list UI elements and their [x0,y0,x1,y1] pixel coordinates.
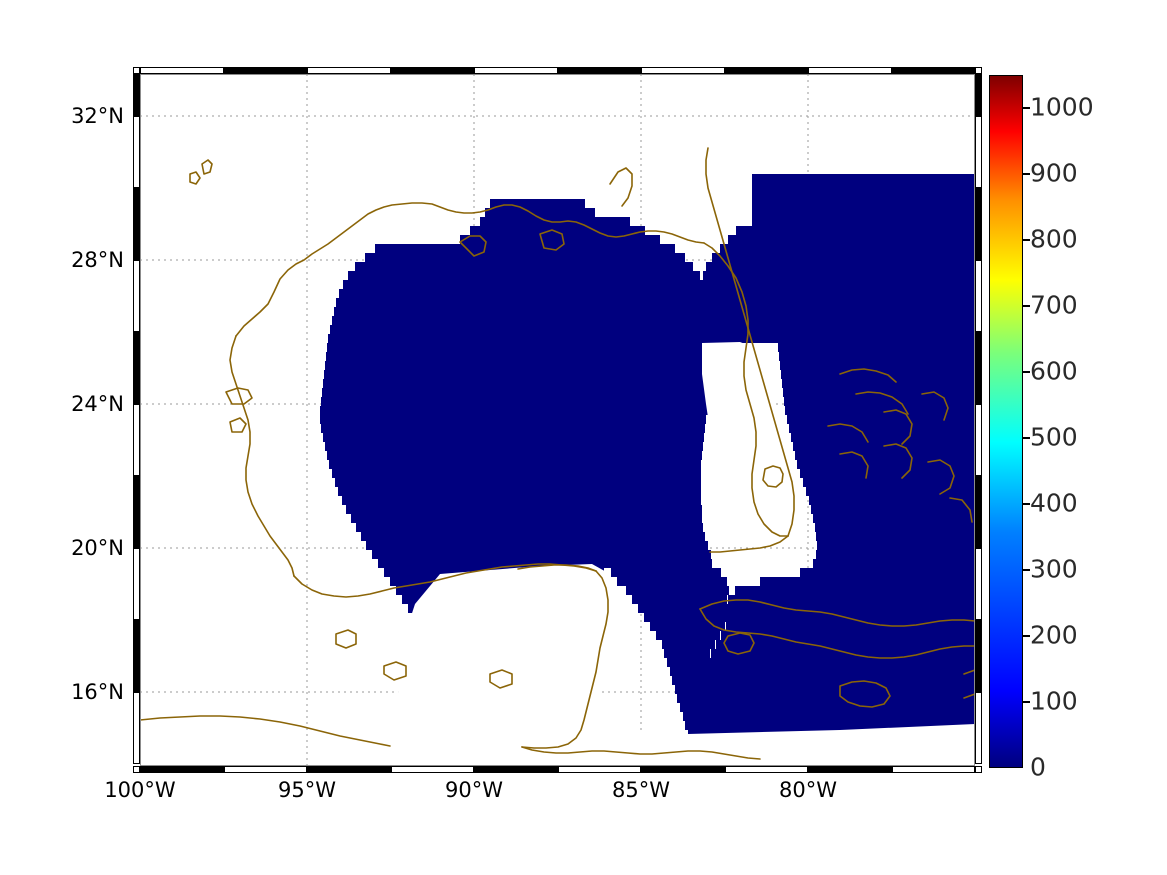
colorbar-tick-600 [1023,371,1030,373]
data-field-ocean [320,174,975,766]
colorbar-label-700: 700 [1030,290,1078,320]
colorbar-tick-900 [1023,173,1030,175]
ytick-label-24n: 24°N [71,392,124,416]
colorbar[interactable] [989,75,1030,768]
colorbar-gradient [989,75,1023,768]
xtick-label-95w: 95°W [278,778,336,802]
map-axes[interactable] [133,67,982,773]
colorbar-label-800: 800 [1030,224,1078,254]
xtick-label-85w: 85°W [612,778,670,802]
colorbar-tick-500 [1023,437,1030,439]
coastlines [140,147,975,760]
xtick-label-80w: 80°W [779,778,837,802]
map-graphic [140,74,975,766]
colorbar-label-1000: 1000 [1030,92,1094,122]
colorbar-tick-300 [1023,569,1030,571]
xtick-label-90w: 90°W [445,778,503,802]
colorbar-label-400: 400 [1030,488,1078,518]
colorbar-tick-700 [1023,305,1030,307]
colorbar-tick-800 [1023,239,1030,241]
ytick-label-16n: 16°N [71,680,124,704]
neatline-left [133,74,140,766]
neatline-bottom [133,766,982,773]
colorbar-label-600: 600 [1030,356,1078,386]
colorbar-label-200: 200 [1030,620,1078,650]
colorbar-label-0: 0 [1030,752,1046,782]
xtick-label-100w: 100°W [104,778,176,802]
colorbar-tick-1000 [1023,107,1030,109]
neatline-right [975,74,982,766]
colorbar-label-300: 300 [1030,554,1078,584]
colorbar-tick-100 [1023,701,1030,703]
ytick-label-28n: 28°N [71,248,124,272]
neatline-top [133,67,982,74]
ytick-label-20n: 20°N [71,536,124,560]
colorbar-label-100: 100 [1030,686,1078,716]
colorbar-label-900: 900 [1030,158,1078,188]
colorbar-label-500: 500 [1030,422,1078,452]
ytick-label-32n: 32°N [71,104,124,128]
land-masks [398,342,975,766]
colorbar-tick-400 [1023,503,1030,505]
colorbar-tick-200 [1023,635,1030,637]
map-plot-area [140,74,975,766]
